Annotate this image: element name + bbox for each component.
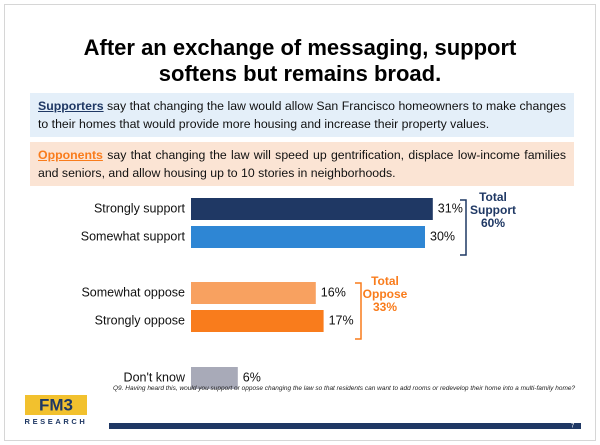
category-label: Somewhat support	[81, 229, 186, 243]
category-label: Strongly oppose	[95, 313, 185, 327]
page-number: 7	[571, 424, 575, 430]
annotation: Total	[371, 274, 399, 288]
category-label: Somewhat oppose	[81, 285, 185, 299]
title-line: softens but remains broad.	[158, 61, 442, 86]
category-label: Strongly support	[94, 201, 186, 215]
category-label: Don't know	[124, 370, 186, 384]
supporters-text: say that changing the law would allow Sa…	[38, 99, 566, 131]
value-label: 17%	[329, 313, 354, 327]
value-label: 31%	[438, 201, 463, 215]
bar	[191, 310, 324, 332]
bar	[191, 282, 316, 304]
opponents-text: say that changing the law will speed up …	[38, 148, 566, 180]
bar	[191, 367, 238, 389]
bracket	[355, 282, 362, 340]
logo-name: FM3	[39, 395, 73, 414]
footnote: Q9. Having heard this, would you support…	[113, 385, 576, 392]
value-label: 16%	[321, 285, 346, 299]
bar	[191, 226, 425, 248]
opponents-lead: Opponents	[38, 148, 103, 162]
annotation: Total	[479, 190, 507, 204]
annotation: Oppose	[363, 287, 408, 301]
annotation: Support	[470, 203, 516, 217]
annotation: 60%	[481, 216, 505, 230]
supporters-box: Supporters say that changing the law wou…	[30, 93, 574, 137]
logo-sub: RESEARCH	[25, 417, 88, 426]
supporters-lead: Supporters	[38, 99, 104, 113]
bracket	[460, 199, 467, 256]
annotation: 33%	[373, 300, 397, 314]
value-label: 6%	[243, 370, 261, 384]
chart: FM3 RESEARCH 7 Strongly support 31% Somewh…	[5, 190, 595, 440]
logo-box	[25, 395, 87, 415]
footer-bar	[109, 423, 581, 429]
opponents-box: Opponents say that changing the law will…	[30, 142, 574, 186]
slide: After an exchange of messaging, support …	[4, 4, 596, 441]
value-label: 30%	[430, 229, 455, 243]
title-line: After an exchange of messaging, support	[83, 35, 517, 60]
bar	[191, 198, 433, 220]
